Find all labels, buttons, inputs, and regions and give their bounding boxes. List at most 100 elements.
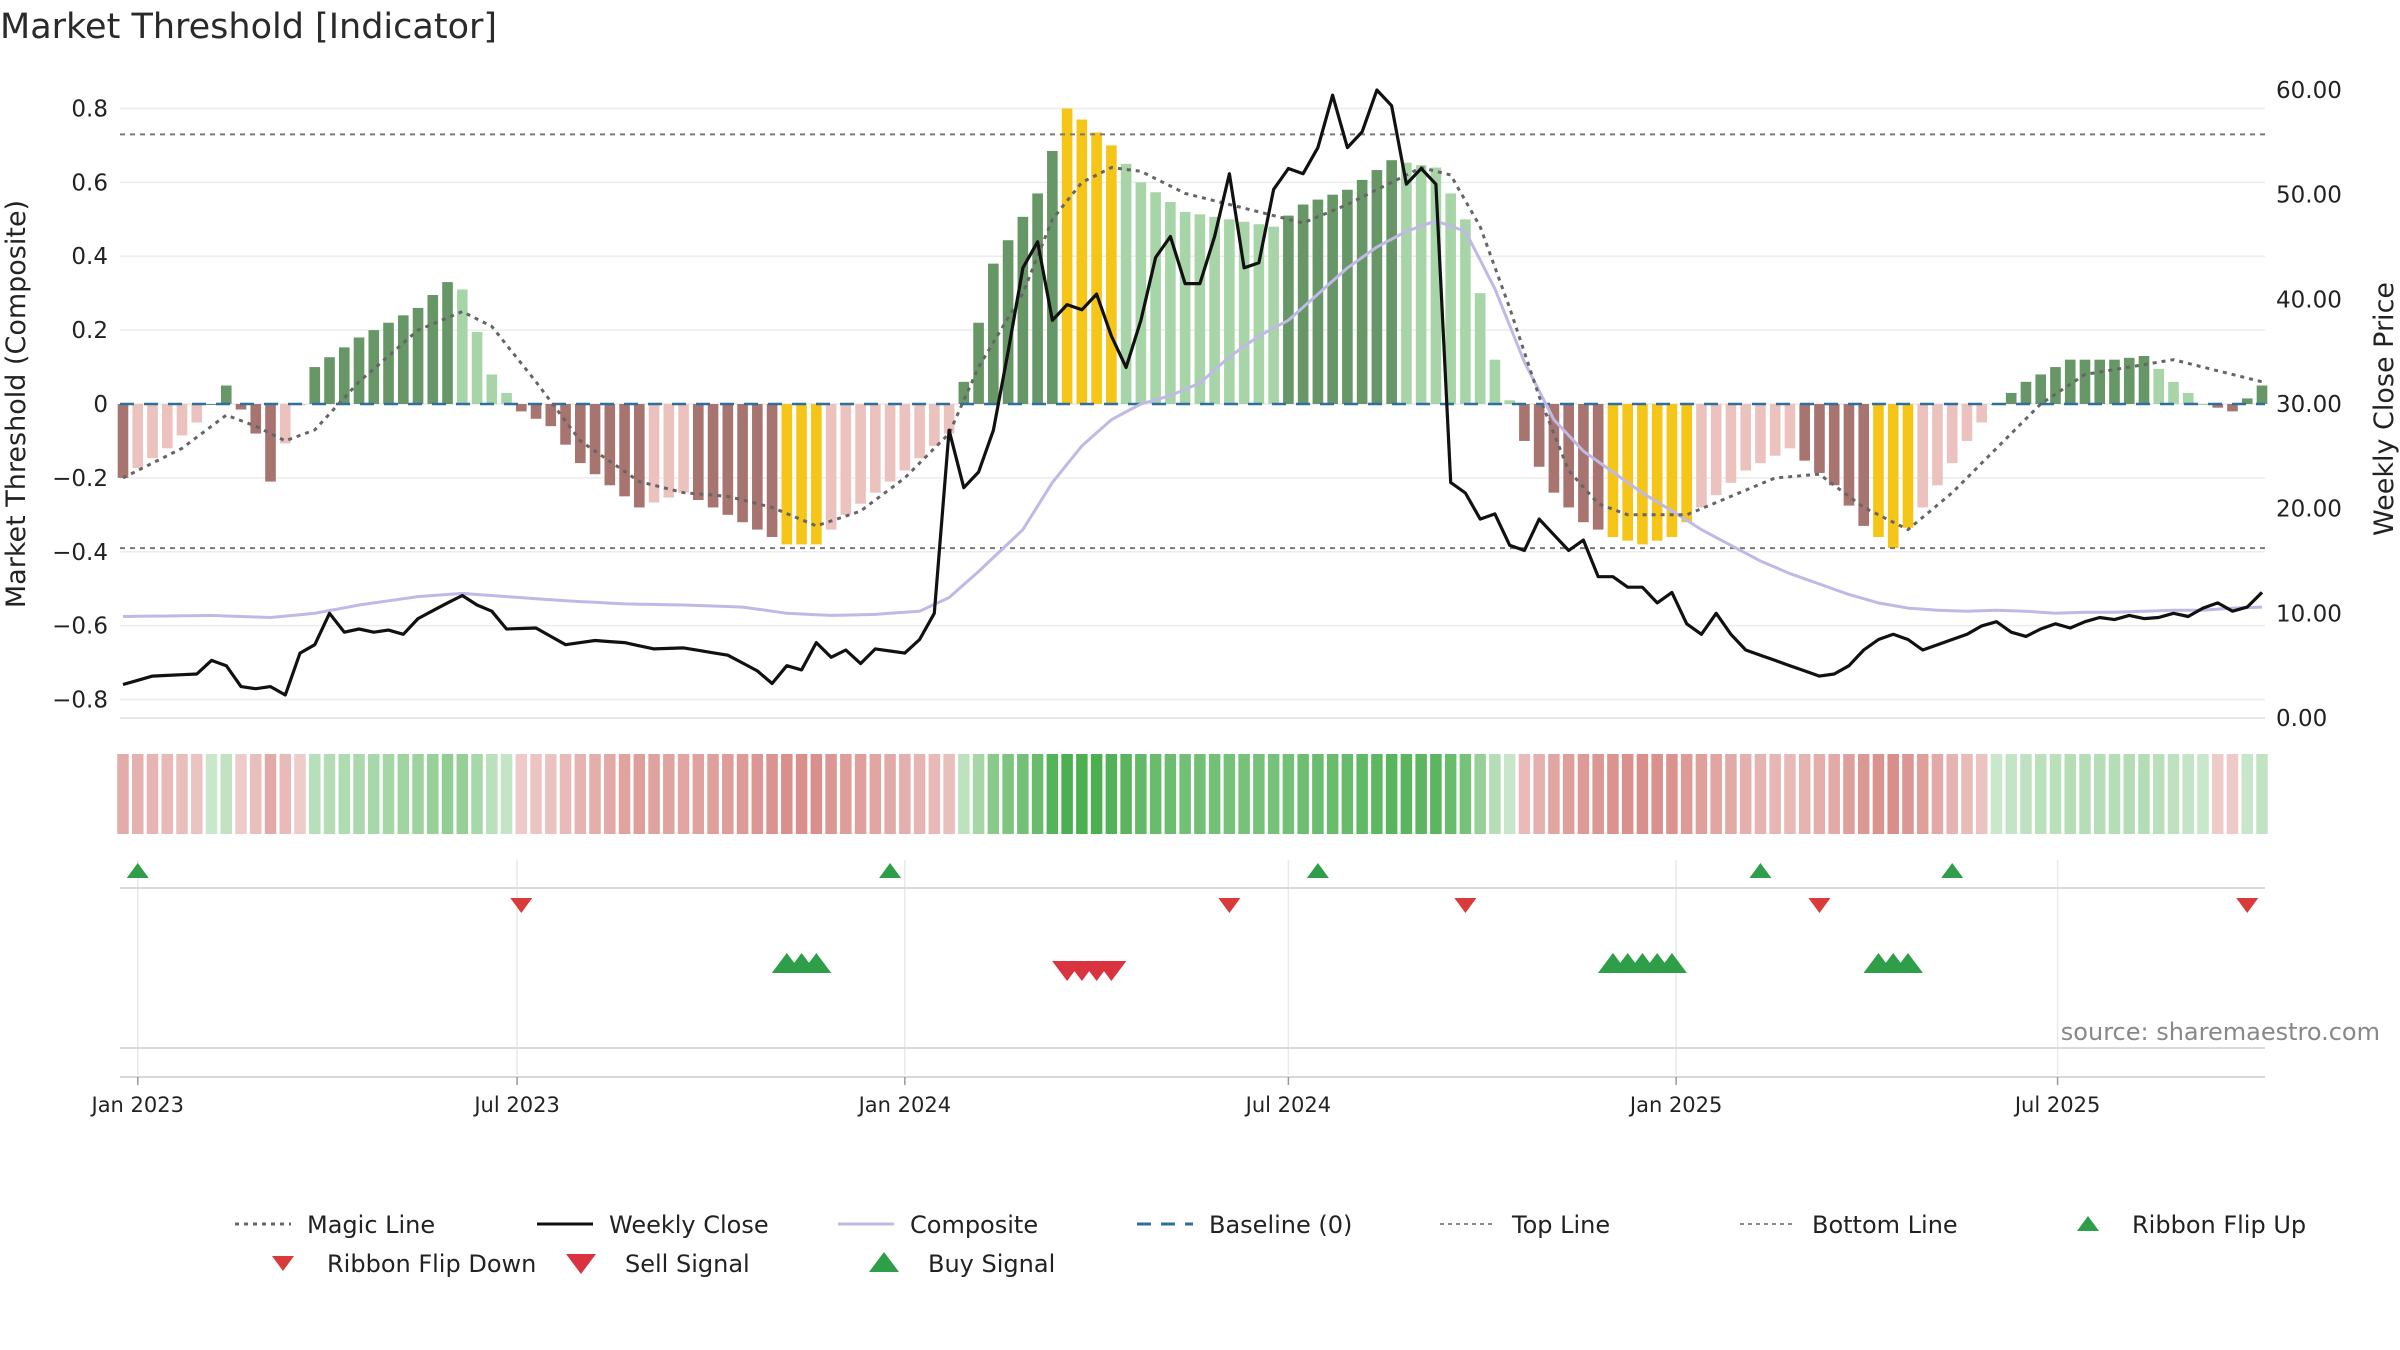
- ribbon-cell: [1031, 754, 1044, 834]
- composite-bar: [117, 404, 129, 478]
- legend-swatch: [566, 1254, 596, 1274]
- composite-bar: [1504, 400, 1515, 404]
- ribbon-cell: [692, 754, 705, 834]
- composite-bar: [1592, 404, 1604, 530]
- composite-bar: [811, 404, 822, 545]
- composite-bar: [1401, 162, 1412, 404]
- y-tick-label: 0.2: [71, 318, 108, 344]
- ribbon-flip-down-marker: [2236, 898, 2259, 913]
- composite-bar: [1091, 132, 1102, 404]
- ribbon-cell: [618, 754, 631, 834]
- composite-bar: [2035, 374, 2047, 404]
- ribbon-cell: [559, 754, 572, 834]
- ribbon-cell: [574, 754, 587, 834]
- composite-bar: [1784, 404, 1796, 449]
- composite-bar: [353, 337, 365, 404]
- composite-bar: [2020, 381, 2032, 404]
- ribbon-cell: [2020, 754, 2032, 834]
- legend-item: Ribbon Flip Down: [272, 1250, 536, 1278]
- ribbon-cell: [854, 754, 867, 834]
- sell-signal-marker: [1096, 961, 1127, 981]
- composite-bar: [1209, 216, 1220, 404]
- composite-bar: [501, 392, 512, 404]
- composite-bar: [574, 404, 586, 464]
- composite-bar: [1120, 163, 1132, 404]
- ribbon-cell: [2256, 754, 2268, 834]
- composite-bar: [2256, 385, 2268, 404]
- composite-bar: [899, 404, 911, 471]
- ribbon-cell: [869, 754, 882, 834]
- composite-bar: [707, 404, 719, 508]
- composite-bar: [1548, 404, 1560, 493]
- composite-bar: [1814, 404, 1825, 473]
- composite-bar: [368, 330, 380, 404]
- ribbon-cell: [1739, 754, 1752, 834]
- ribbon-cell: [1769, 754, 1781, 834]
- ribbon-cell: [1680, 754, 1693, 834]
- composite-bar: [648, 404, 660, 503]
- composite-bar: [1887, 404, 1899, 549]
- composite-bar: [1519, 404, 1530, 441]
- composite-bar: [973, 322, 984, 404]
- composite-bar: [1415, 165, 1427, 404]
- ribbon-cell: [1238, 754, 1250, 834]
- composite-bar: [766, 404, 778, 537]
- composite-bar: [1238, 221, 1250, 404]
- composite-bar: [2182, 392, 2194, 404]
- composite-bar: [515, 404, 527, 412]
- composite-bar: [1283, 215, 1294, 404]
- ribbon-cell: [1887, 754, 1899, 834]
- ribbon-cell: [2093, 754, 2106, 834]
- ribbon-cell: [2138, 754, 2150, 834]
- legend-label: Top Line: [1511, 1211, 1610, 1239]
- composite-bar: [309, 367, 321, 404]
- composite-bar: [442, 282, 453, 404]
- legend-item: Ribbon Flip Up: [2077, 1211, 2306, 1239]
- ribbon-cell: [1046, 754, 1059, 834]
- composite-bar: [1002, 240, 1014, 404]
- composite-bar: [1032, 193, 1043, 404]
- ribbon-cell: [795, 754, 808, 834]
- ribbon-cell: [1813, 754, 1826, 834]
- reference-lines: [120, 133, 2265, 550]
- ribbon-cell: [736, 754, 749, 834]
- legend-item: Baseline (0): [1137, 1211, 1352, 1239]
- ribbon-cell: [2005, 754, 2017, 834]
- composite-bar: [1371, 170, 1383, 404]
- ribbon-cell: [1872, 754, 1885, 834]
- ribbon-cell: [220, 754, 233, 834]
- ribbon-cell: [1946, 754, 1958, 834]
- ribbon-cell: [161, 754, 174, 834]
- ribbon-cell: [456, 754, 469, 834]
- ribbon-cell: [1430, 754, 1442, 834]
- composite-bar: [1327, 194, 1338, 404]
- composite-bar: [1976, 404, 1988, 423]
- ribbon-cell: [1297, 754, 1309, 834]
- composite-bar: [1799, 404, 1811, 461]
- composite-bar: [1165, 202, 1176, 404]
- composite-bar: [884, 404, 896, 482]
- ribbon-cell: [1474, 754, 1486, 834]
- ribbon-flip-up-marker: [1306, 863, 1329, 878]
- ribbon-cell: [825, 754, 837, 834]
- ribbon-cell: [323, 754, 336, 834]
- ribbon-cell: [1548, 754, 1560, 834]
- ribbon-cell: [2049, 754, 2062, 834]
- date-tick-label: Jan 2023: [90, 1093, 185, 1117]
- composite-bar: [2094, 359, 2106, 404]
- composite-bar: [988, 263, 999, 404]
- composite-bar: [1755, 404, 1766, 464]
- ribbon-cell: [309, 754, 321, 834]
- ribbon-cell: [1076, 754, 1088, 834]
- composite-bar: [870, 404, 881, 493]
- composite-bar: [1224, 219, 1235, 404]
- ribbon-cell: [972, 754, 985, 834]
- composite-bar: [1386, 160, 1397, 404]
- composite-bar: [781, 404, 793, 545]
- composite-bar: [220, 385, 232, 404]
- ribbon-cell: [1725, 754, 1737, 834]
- composite-bar: [1740, 404, 1752, 471]
- ribbon-cell: [1651, 754, 1663, 834]
- composite-bar: [235, 404, 247, 410]
